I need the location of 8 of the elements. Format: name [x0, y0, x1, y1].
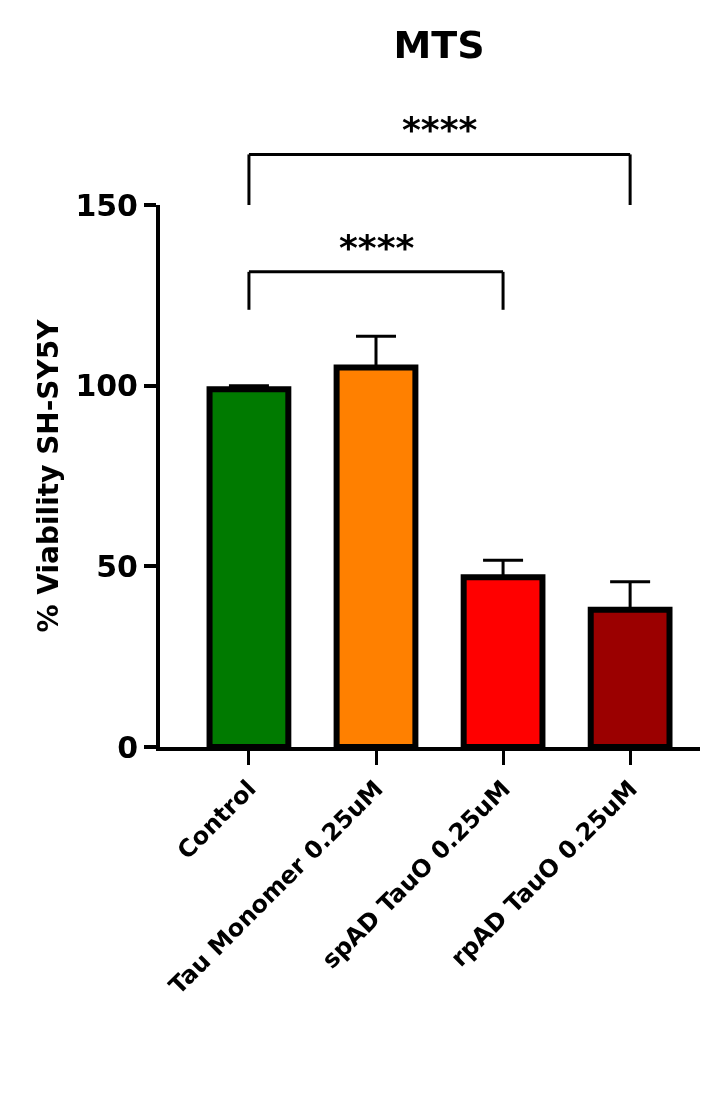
y-tick-label: 50 — [96, 548, 138, 584]
y-axis-title: % Viability SH-SY5Y — [31, 318, 65, 633]
y-tick-label: 150 — [75, 187, 138, 223]
chart-title: MTS — [393, 23, 485, 68]
y-tick-label: 0 — [117, 729, 138, 765]
y-tick-label: 100 — [75, 368, 138, 404]
text: **** — [402, 109, 478, 150]
annotation: **** — [339, 227, 415, 268]
